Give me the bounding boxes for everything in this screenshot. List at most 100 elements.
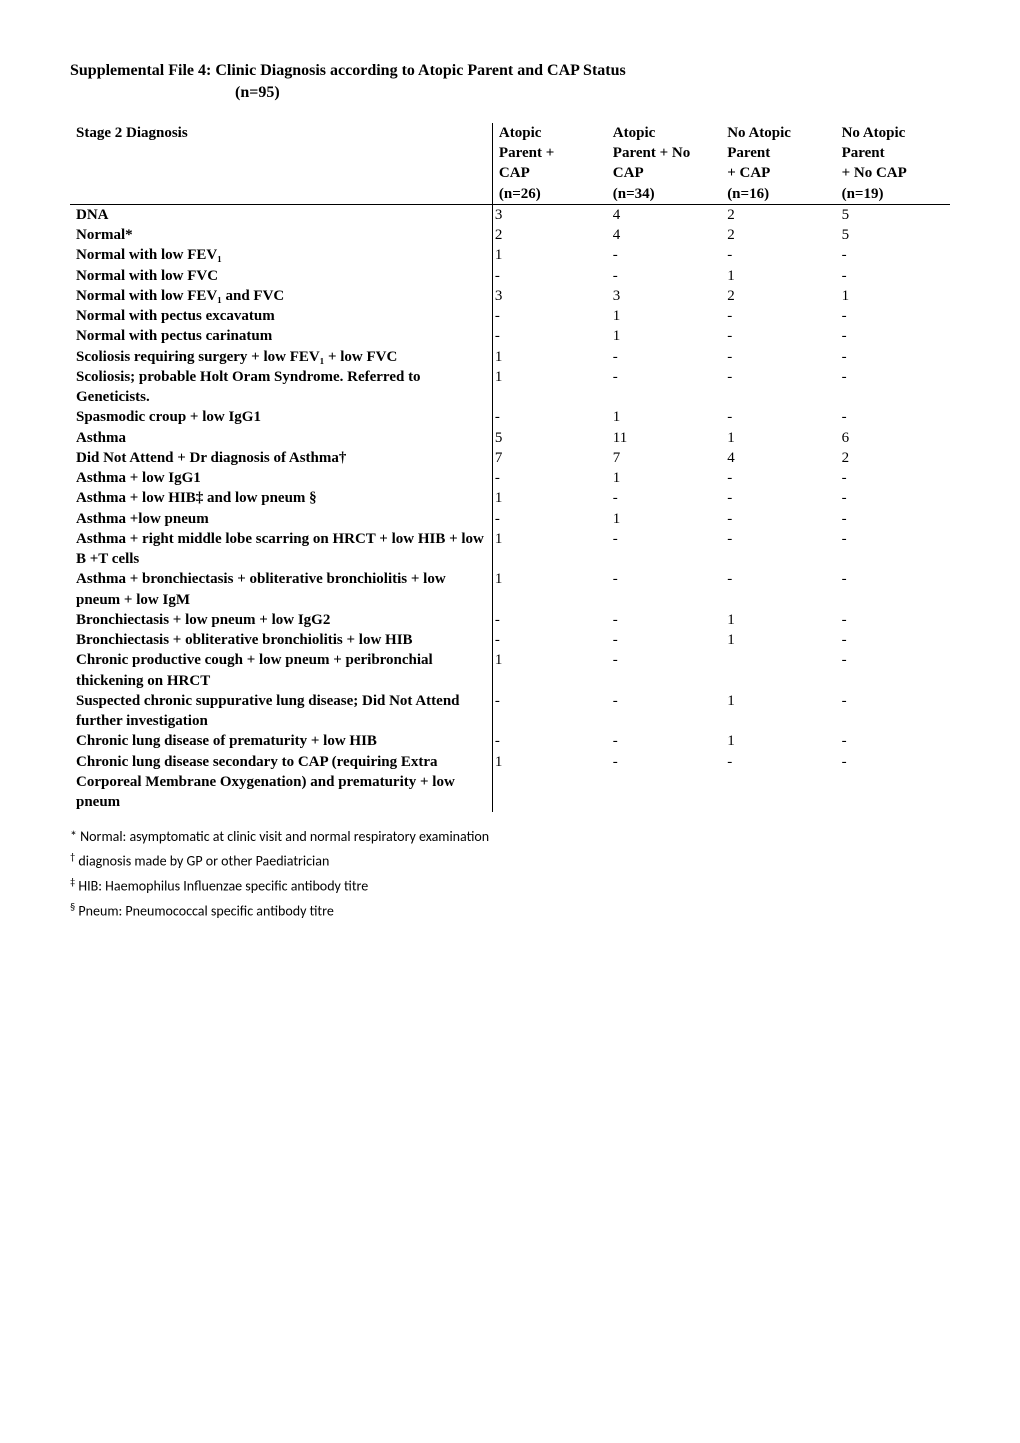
value-cell: 1 — [492, 650, 606, 691]
value-cell: 1 — [492, 245, 606, 265]
table-row: Bronchiectasis + obliterative bronchioli… — [70, 630, 950, 650]
value-cell: - — [836, 752, 950, 813]
footnote-2: † diagnosis made by GP or other Paediatr… — [70, 849, 950, 872]
header-col3-l4: (n=16) — [727, 186, 769, 202]
table-row: Normal with pectus carinatum-1-- — [70, 326, 950, 346]
value-cell: - — [492, 306, 606, 326]
diagnosis-cell: Did Not Attend + Dr diagnosis of Asthma† — [70, 448, 492, 468]
value-cell: - — [607, 691, 721, 732]
value-cell: - — [836, 407, 950, 427]
value-cell: - — [721, 569, 835, 610]
value-cell: - — [721, 347, 835, 367]
value-cell: - — [836, 488, 950, 508]
table-row: Did Not Attend + Dr diagnosis of Asthma†… — [70, 448, 950, 468]
diagnosis-cell: Normal with low FVC — [70, 266, 492, 286]
table-row: Normal with low FEV₁1--- — [70, 245, 950, 265]
diagnosis-cell: Normal with low FEV₁ — [70, 245, 492, 265]
value-cell: 1 — [492, 367, 606, 408]
value-cell: 1 — [492, 347, 606, 367]
table-row: Normal with pectus excavatum-1-- — [70, 306, 950, 326]
value-cell: - — [607, 752, 721, 813]
table-row: Chronic productive cough + low pneum + p… — [70, 650, 950, 691]
value-cell: - — [836, 650, 950, 691]
value-cell: 1 — [492, 569, 606, 610]
value-cell: 1 — [836, 286, 950, 306]
value-cell: 6 — [836, 428, 950, 448]
value-cell: - — [607, 347, 721, 367]
value-cell: - — [607, 610, 721, 630]
header-col1-l3: CAP — [499, 165, 530, 181]
value-cell: 2 — [836, 448, 950, 468]
value-cell: - — [836, 630, 950, 650]
table-row: Normal with low FVC--1- — [70, 266, 950, 286]
table-row: Chronic lung disease of prematurity + lo… — [70, 731, 950, 751]
header-col3-l3: + CAP — [727, 165, 770, 181]
value-cell: 2 — [492, 225, 606, 245]
diagnosis-cell: Normal with low FEV₁ and FVC — [70, 286, 492, 306]
header-col3-l2: Parent — [727, 145, 770, 161]
value-cell: - — [492, 326, 606, 346]
value-cell: 1 — [607, 468, 721, 488]
value-cell: - — [607, 266, 721, 286]
diagnosis-table: Stage 2 Diagnosis Atopic Parent + CAP (n… — [70, 123, 950, 813]
value-cell: - — [607, 529, 721, 570]
diagnosis-cell: Chronic lung disease of prematurity + lo… — [70, 731, 492, 751]
diagnosis-cell: Asthma + low IgG1 — [70, 468, 492, 488]
title-line-1: Supplemental File 4: Clinic Diagnosis ac… — [70, 62, 626, 79]
header-col1-l2: Parent + — [499, 145, 554, 161]
value-cell: - — [607, 488, 721, 508]
value-cell: 3 — [492, 286, 606, 306]
footnote-2-text: diagnosis made by GP or other Paediatric… — [78, 853, 329, 870]
table-row: Asthma + low HIB‡ and low pneum §1--- — [70, 488, 950, 508]
table-row: Asthma + bronchiectasis + obliterative b… — [70, 569, 950, 610]
diagnosis-cell: Asthma + right middle lobe scarring on H… — [70, 529, 492, 570]
value-cell: - — [492, 509, 606, 529]
value-cell: - — [721, 752, 835, 813]
header-col4-l2: Parent — [842, 145, 885, 161]
value-cell: - — [836, 691, 950, 732]
diagnosis-cell: Normal with pectus excavatum — [70, 306, 492, 326]
value-cell: - — [836, 610, 950, 630]
header-col1-l1: Atopic — [499, 125, 542, 141]
value-cell: - — [607, 630, 721, 650]
diagnosis-cell: Scoliosis; probable Holt Oram Syndrome. … — [70, 367, 492, 408]
value-cell: 7 — [607, 448, 721, 468]
diagnosis-cell: Asthma — [70, 428, 492, 448]
value-cell: 1 — [721, 428, 835, 448]
value-cell: 3 — [607, 286, 721, 306]
value-cell: 1 — [721, 691, 835, 732]
value-cell: - — [492, 610, 606, 630]
value-cell: 4 — [721, 448, 835, 468]
value-cell: - — [836, 347, 950, 367]
value-cell: 5 — [836, 225, 950, 245]
value-cell: - — [836, 731, 950, 751]
value-cell: 1 — [721, 266, 835, 286]
value-cell: 2 — [721, 286, 835, 306]
value-cell: - — [836, 468, 950, 488]
dagger-icon: † — [70, 850, 75, 863]
footnote-4-text: Pneum: Pneumococcal specific antibody ti… — [78, 902, 333, 919]
header-col2-l4: (n=34) — [613, 186, 655, 202]
value-cell: 4 — [607, 204, 721, 225]
value-cell: 1 — [721, 731, 835, 751]
value-cell: - — [721, 529, 835, 570]
header-col2-l3: CAP — [613, 165, 644, 181]
table-row: Asthma51116 — [70, 428, 950, 448]
header-col4: No Atopic Parent + No CAP (n=19) — [836, 123, 950, 205]
table-row: Asthma + low IgG1-1-- — [70, 468, 950, 488]
header-col2-l2: Parent + No — [613, 145, 690, 161]
table-row: Suspected chronic suppurative lung disea… — [70, 691, 950, 732]
value-cell: - — [492, 731, 606, 751]
section-icon: § — [70, 900, 75, 913]
value-cell: - — [836, 529, 950, 570]
diagnosis-cell: Bronchiectasis + low pneum + low IgG2 — [70, 610, 492, 630]
value-cell: - — [492, 630, 606, 650]
value-cell: - — [836, 326, 950, 346]
table-row: Chronic lung disease secondary to CAP (r… — [70, 752, 950, 813]
value-cell: - — [607, 731, 721, 751]
table-row: Spasmodic croup + low IgG1-1-- — [70, 407, 950, 427]
value-cell: 1 — [492, 752, 606, 813]
diagnosis-cell: Asthma + low HIB‡ and low pneum § — [70, 488, 492, 508]
value-cell: - — [721, 245, 835, 265]
diagnosis-cell: DNA — [70, 204, 492, 225]
